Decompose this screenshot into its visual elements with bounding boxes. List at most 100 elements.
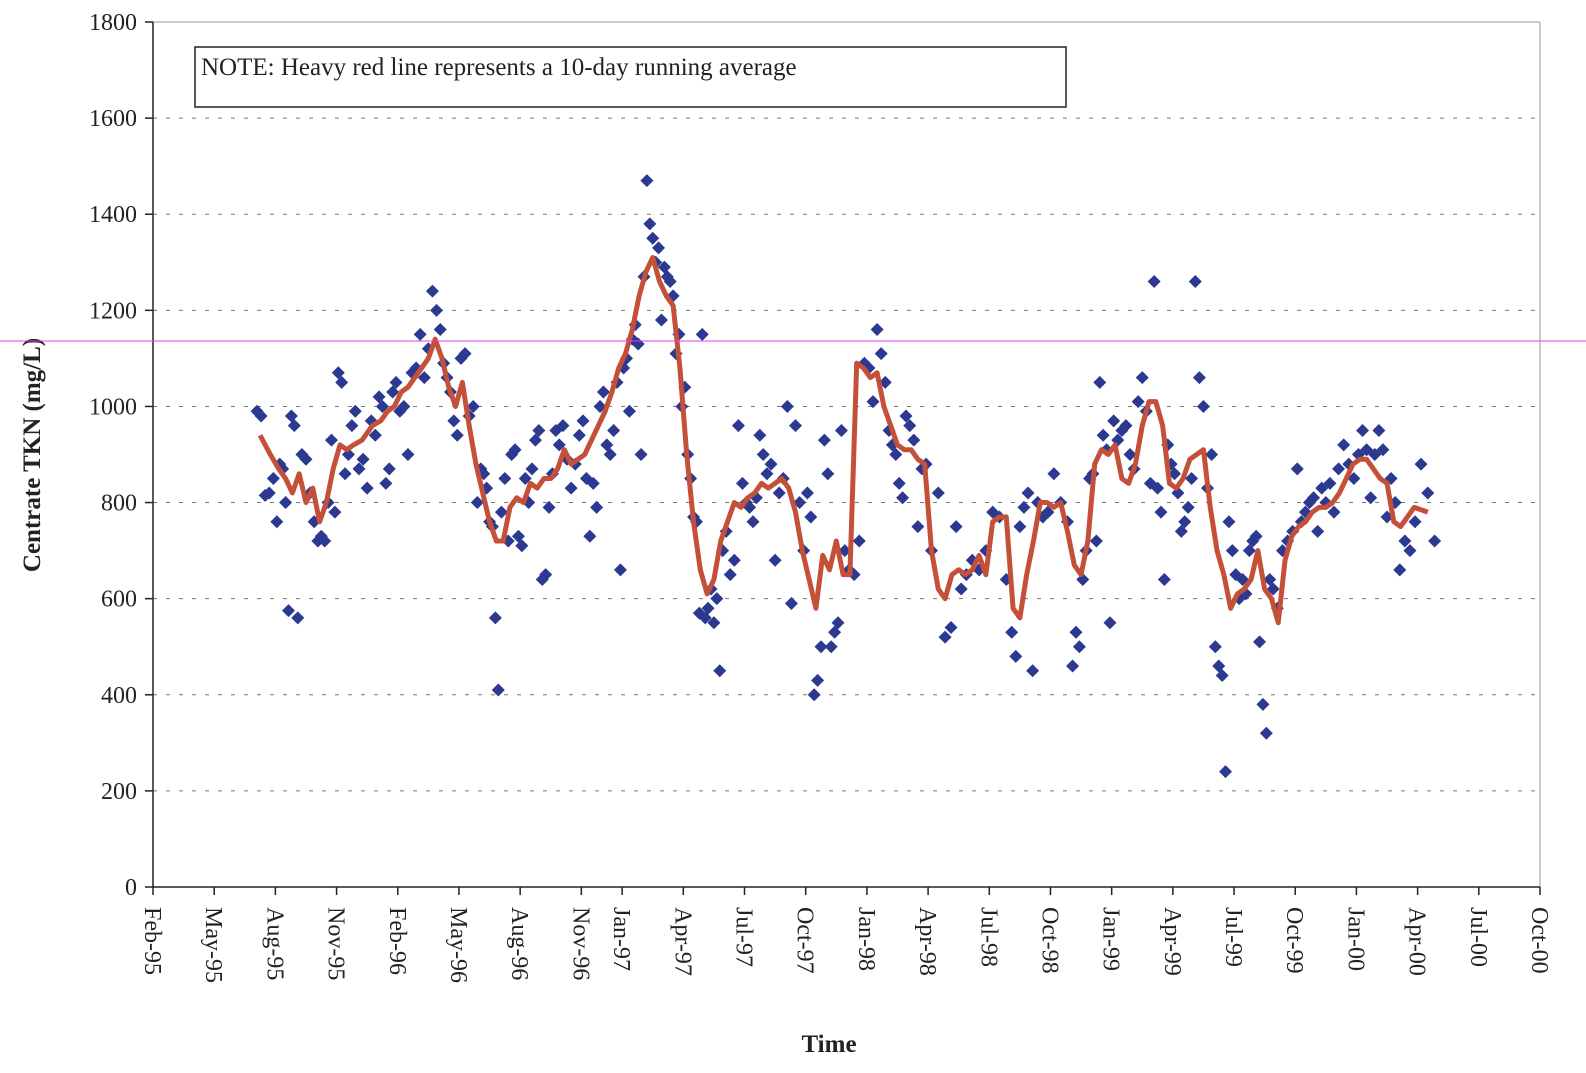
- data-point: [768, 553, 782, 567]
- data-point: [817, 433, 831, 447]
- data-point: [1376, 443, 1390, 457]
- data-point: [663, 275, 677, 288]
- data-point: [1307, 491, 1321, 505]
- data-point: [707, 616, 721, 630]
- data-point: [494, 505, 508, 519]
- data-point: [488, 611, 502, 625]
- data-point: [338, 467, 352, 481]
- data-point: [735, 476, 749, 490]
- data-point: [1041, 505, 1055, 519]
- data-point: [532, 423, 546, 437]
- data-point: [356, 452, 370, 466]
- data-point: [345, 419, 359, 433]
- y-tick-label: 1000: [89, 394, 137, 420]
- data-point: [695, 327, 709, 341]
- data-point: [640, 174, 654, 188]
- data-point: [1174, 524, 1188, 538]
- data-point: [1103, 616, 1117, 630]
- data-point: [470, 496, 484, 510]
- data-point: [542, 500, 556, 514]
- data-point: [889, 448, 903, 461]
- data-point: [931, 486, 945, 500]
- y-tick-label: 1400: [89, 202, 137, 228]
- data-point: [1072, 640, 1086, 654]
- data-point: [793, 496, 807, 510]
- y-tick-label: 1200: [89, 298, 137, 324]
- data-point: [944, 621, 958, 634]
- data-point: [386, 385, 400, 399]
- data-point: [1089, 534, 1103, 548]
- data-point: [335, 375, 349, 389]
- data-point: [1151, 481, 1165, 495]
- data-point: [328, 505, 342, 519]
- x-tick-label: Nov-95: [323, 907, 349, 980]
- data-point: [1421, 486, 1435, 500]
- data-point: [1021, 486, 1035, 500]
- data-point: [318, 534, 332, 548]
- data-point: [899, 409, 913, 423]
- data-point: [1256, 697, 1270, 711]
- data-point: [772, 486, 786, 500]
- data-point: [1005, 625, 1019, 639]
- data-point: [780, 399, 794, 413]
- data-point: [291, 611, 305, 625]
- data-point: [1188, 275, 1202, 288]
- data-point: [498, 472, 512, 486]
- y-axis-title: Centrate TKN (mg/L): [19, 338, 46, 572]
- data-point: [401, 448, 415, 461]
- data-point: [1017, 500, 1031, 514]
- data-point: [511, 529, 525, 543]
- y-tick-label: 800: [101, 491, 137, 517]
- data-point: [287, 419, 301, 433]
- data-point: [1196, 399, 1210, 413]
- x-tick-label: Jan-99: [1098, 907, 1124, 971]
- x-tick-label: May-96: [445, 907, 471, 983]
- data-point: [1249, 529, 1263, 543]
- data-point: [1393, 563, 1407, 577]
- data-point: [643, 217, 657, 231]
- data-point: [1403, 544, 1417, 558]
- data-point: [821, 467, 835, 481]
- y-tick-label: 1800: [89, 10, 137, 36]
- data-point: [1259, 726, 1273, 740]
- data-point: [576, 414, 590, 428]
- x-tick-label: May-95: [200, 907, 226, 983]
- data-point: [1290, 462, 1304, 476]
- x-tick-label: Jul-00: [1465, 907, 1491, 967]
- data-point: [874, 347, 888, 361]
- data-point: [586, 476, 600, 490]
- x-tick-label: Apr-00: [1404, 907, 1430, 976]
- data-point: [710, 592, 724, 606]
- data-point: [1096, 428, 1110, 442]
- data-point: [1192, 371, 1206, 385]
- data-point: [1009, 649, 1023, 663]
- data-point: [852, 534, 866, 548]
- y-tick-label: 400: [101, 683, 137, 709]
- data-point: [646, 231, 660, 245]
- x-tick-label: Jan-00: [1342, 907, 1368, 971]
- data-point: [417, 371, 431, 385]
- data-point: [1181, 500, 1195, 514]
- data-point: [838, 544, 852, 558]
- data-point: [1185, 472, 1199, 486]
- x-tick-label: Aug-96: [506, 907, 532, 980]
- x-tick-label: Jan-97: [608, 907, 634, 971]
- data-point: [572, 428, 586, 442]
- data-point: [1327, 505, 1341, 519]
- y-tick-label: 1600: [89, 106, 137, 132]
- data-point: [1332, 462, 1346, 476]
- data-point: [262, 486, 276, 500]
- data-point: [360, 481, 374, 495]
- data-point: [508, 443, 522, 457]
- x-tick-label: Jan-98: [853, 907, 879, 971]
- data-point: [911, 520, 925, 534]
- data-point: [1047, 467, 1061, 481]
- data-point: [1253, 635, 1267, 649]
- data-point: [279, 496, 293, 510]
- data-point: [1026, 664, 1040, 678]
- data-point: [824, 640, 838, 654]
- data-point: [654, 313, 668, 327]
- data-point: [348, 404, 362, 418]
- data-point: [789, 419, 803, 433]
